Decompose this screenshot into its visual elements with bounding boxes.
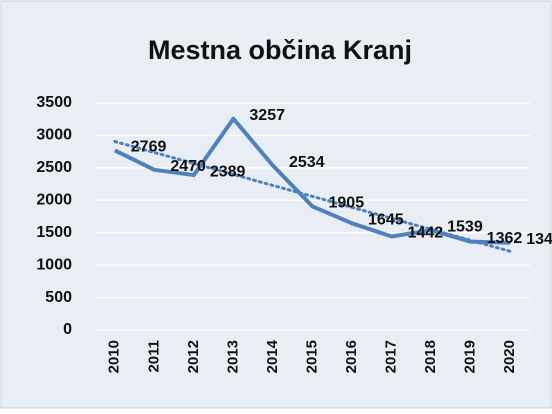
data-label: 1442 xyxy=(408,225,444,242)
data-label: 3257 xyxy=(249,107,285,124)
data-label: 2470 xyxy=(170,158,206,175)
x-tick-label: 2017 xyxy=(383,340,400,373)
x-tick-label: 2018 xyxy=(422,340,439,373)
data-label: 2389 xyxy=(210,163,246,180)
y-tick-label: 2500 xyxy=(36,159,72,176)
data-label: 1362 xyxy=(487,230,523,247)
x-tick-label: 2015 xyxy=(303,340,320,373)
y-tick-label: 2000 xyxy=(36,192,72,209)
y-tick-label: 1500 xyxy=(36,224,72,241)
y-tick-label: 3000 xyxy=(36,127,72,144)
data-label: 1539 xyxy=(447,218,483,235)
x-tick-label: 2013 xyxy=(224,340,241,373)
y-tick-label: 1000 xyxy=(36,256,72,273)
y-tick-label: 500 xyxy=(45,289,72,306)
chart-title: Mestna občina Kranj xyxy=(148,35,412,65)
x-tick-label: 2019 xyxy=(462,340,479,373)
y-tick-label: 3500 xyxy=(36,94,72,111)
data-label: 1344 xyxy=(526,231,552,248)
x-tick-label: 2020 xyxy=(501,340,518,373)
x-tick-label: 2011 xyxy=(145,340,162,373)
x-tick-label: 2016 xyxy=(343,340,360,373)
data-label: 1905 xyxy=(329,195,365,212)
x-tick-label: 2012 xyxy=(185,340,202,373)
x-tick-label: 2010 xyxy=(106,340,123,373)
data-label: 2769 xyxy=(131,139,167,156)
data-label: 1645 xyxy=(368,212,404,229)
y-tick-label: 0 xyxy=(63,321,72,338)
data-label: 2534 xyxy=(289,154,325,171)
x-tick-label: 2014 xyxy=(264,339,281,373)
data-line xyxy=(113,116,511,245)
